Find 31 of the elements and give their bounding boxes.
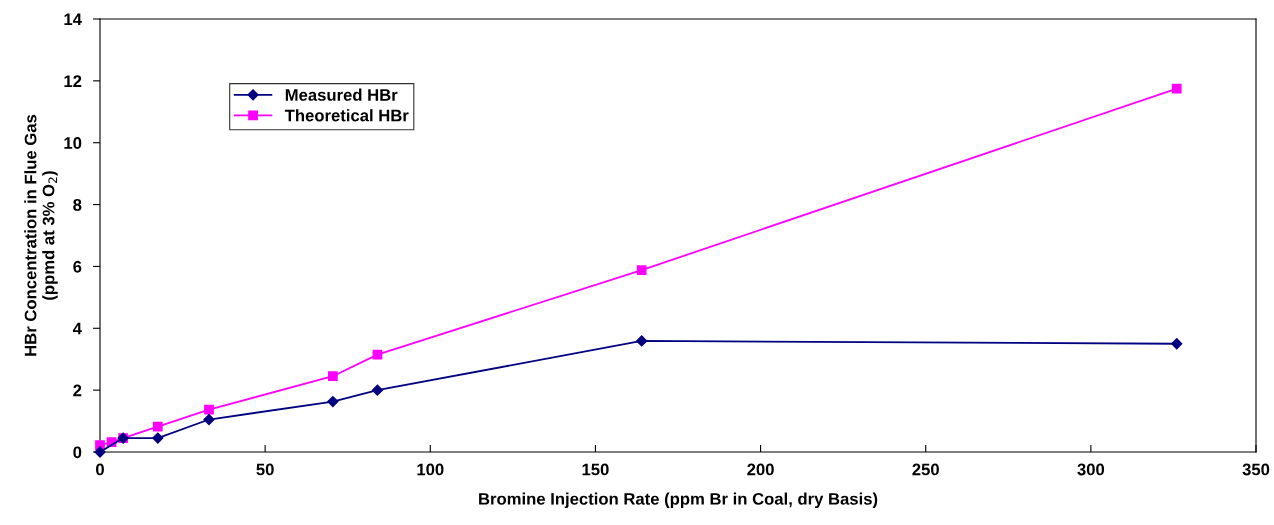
point: [327, 395, 339, 408]
x-tick-label: 200: [747, 463, 774, 476]
point: [636, 265, 647, 276]
y-tick-label: 14: [64, 13, 82, 26]
legend-label: Theoretical HBr: [284, 109, 409, 122]
point: [1171, 338, 1183, 350]
point: [152, 421, 163, 432]
point: [327, 371, 338, 382]
x-tick-label: 50: [256, 463, 274, 476]
x-tick-label: 300: [1077, 463, 1105, 476]
x-axis-title: Bromine Injection Rate (ppm Br in Coal, dry Basis): [479, 492, 878, 509]
x-tick-label: 100: [417, 463, 444, 476]
y-tick-label: 4: [72, 322, 82, 335]
point: [204, 404, 214, 415]
y-tick-label: 2: [73, 384, 82, 397]
y-tick-label: 0: [73, 446, 82, 459]
point: [636, 335, 648, 347]
x-tick-label: 350: [1242, 463, 1270, 476]
x-tick-label: 250: [912, 463, 939, 476]
y-tick-label: 12: [64, 75, 82, 87]
y-tick-label: 6: [73, 260, 82, 273]
x-tick-label: 150: [582, 463, 609, 476]
y-tick-label: 8: [73, 198, 82, 211]
x-tick-label: 0: [96, 463, 104, 476]
y-tick-label: 10: [64, 137, 82, 149]
legend-label: Measured HBr: [285, 88, 398, 101]
point: [371, 384, 384, 396]
point: [152, 432, 164, 444]
point: [203, 413, 215, 426]
y-axis-title: HBr Concentration in Flue Gas (ppmd at 3% O$_{2}$): [24, 114, 58, 356]
point: [1171, 83, 1182, 94]
